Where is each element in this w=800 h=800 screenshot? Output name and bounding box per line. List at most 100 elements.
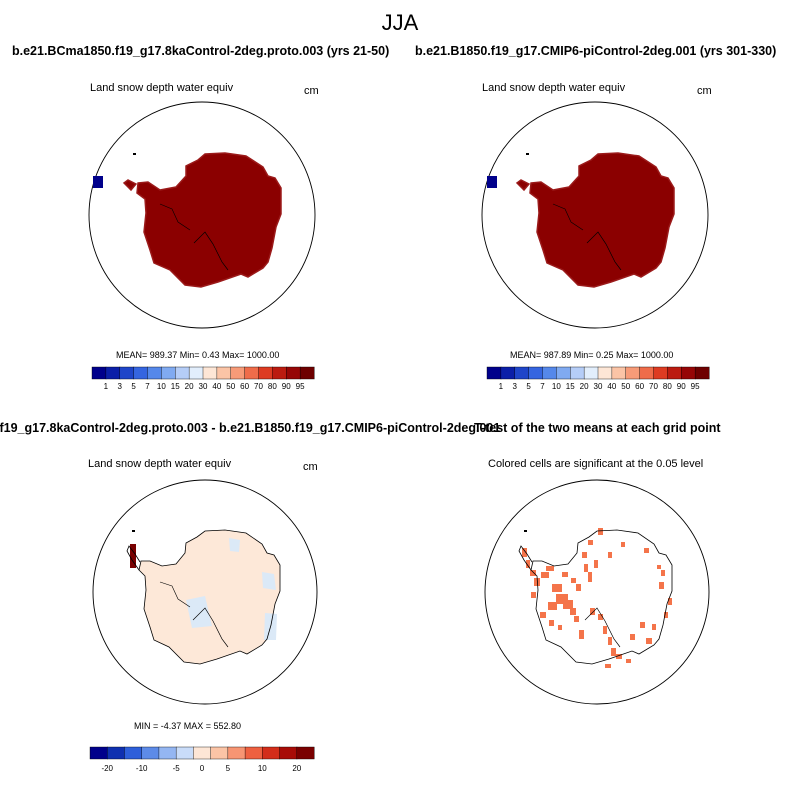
colorbar-box	[667, 366, 682, 380]
colorbar-tick-label: 40	[212, 382, 221, 391]
panel-4-title: T-test of the two means at each grid poi…	[474, 421, 721, 435]
colorbar-box	[227, 746, 246, 760]
colorbar-tick-label: 3	[513, 382, 518, 391]
panel-1-stats: MEAN= 989.37 Min= 0.43 Max= 1000.00	[116, 350, 280, 360]
panel-2-stats: MEAN= 987.89 Min= 0.25 Max= 1000.00	[510, 350, 674, 360]
panel-3-title: .f19_g17.8kaControl-2deg.proto.003 - b.e…	[0, 421, 501, 435]
colorbar-box	[625, 366, 641, 380]
colorbar-box	[244, 746, 263, 760]
colorbar-box	[556, 366, 571, 380]
significant-cell	[534, 578, 540, 586]
colorbar-box	[244, 366, 260, 380]
colorbar-box	[133, 366, 149, 380]
colorbar-box	[107, 746, 125, 760]
colorbar-box	[639, 366, 655, 380]
panel-3-peninsula-coast	[126, 545, 141, 571]
colorbar-tick-label: -10	[136, 764, 148, 773]
significant-cell	[530, 570, 536, 576]
colorbar-tick-label: 90	[282, 382, 291, 391]
panel-3-negative-patch	[262, 572, 276, 590]
panel-3-negative-patch	[186, 596, 212, 628]
significant-cell	[659, 582, 664, 589]
colorbar-tick-label: 20	[292, 764, 301, 773]
panel-3-coastline	[138, 529, 281, 665]
colorbar-tick-label: 30	[199, 382, 208, 391]
significant-cell	[605, 664, 611, 668]
colorbar-box	[299, 366, 315, 380]
colorbar-tick-label: 70	[649, 382, 658, 391]
significant-cell	[526, 560, 530, 568]
colorbar-box	[188, 366, 204, 380]
panel-3-stats: MIN = -4.37 MAX = 552.80	[134, 721, 242, 731]
panel-2-map	[481, 101, 709, 329]
significant-cell	[608, 637, 612, 645]
significant-cell	[531, 592, 536, 598]
panel-2-island-cell	[487, 176, 497, 188]
colorbar-tick-label: 0	[200, 764, 205, 773]
panel-1-ice-shelf-line	[193, 231, 229, 271]
panel-2-ice-shelf-line	[586, 231, 622, 271]
colorbar-tick-label: 15	[171, 382, 180, 391]
panel-3-island-dot	[132, 530, 135, 532]
colorbar-box	[216, 366, 232, 380]
significant-cell	[576, 584, 581, 591]
colorbar-box	[528, 366, 544, 380]
significant-cell	[626, 659, 631, 663]
colorbar-tick-label: 80	[663, 382, 672, 391]
panel-1-title: b.e21.BCma1850.f19_g17.8kaControl-2deg.p…	[12, 44, 390, 58]
significant-cell	[584, 564, 588, 572]
significant-cell	[546, 566, 554, 571]
colorbar-tick-label: 5	[226, 764, 231, 773]
significant-cell	[590, 608, 595, 615]
colorbar-box	[514, 366, 530, 380]
colorbar-tick-label: 40	[607, 382, 616, 391]
panel-2-ice-shelf-line-2	[552, 203, 584, 231]
colorbar-box	[272, 366, 287, 380]
significant-cell	[608, 552, 612, 558]
panel-1-ice-sheet	[122, 152, 282, 288]
significant-cell	[563, 600, 573, 609]
panel-4-map	[484, 479, 710, 705]
panel-4-coastline	[530, 529, 673, 665]
colorbar-box	[91, 366, 107, 380]
significant-cell	[664, 612, 668, 618]
significant-cell	[598, 614, 603, 620]
significant-cell	[616, 654, 622, 659]
significant-cell	[579, 630, 584, 639]
panel-2-island-dot	[526, 153, 529, 155]
significant-cell	[646, 638, 652, 644]
panel-4-significant-cells	[522, 528, 672, 668]
panel-4-ice-shelf-line	[584, 607, 621, 648]
significant-cell	[558, 625, 562, 630]
panel-3-ice-shelf-line	[192, 607, 229, 648]
significant-cell	[562, 572, 568, 577]
colorbar-tick-label: 70	[254, 382, 263, 391]
panel-3-difference-field	[139, 530, 280, 664]
significant-cell	[644, 548, 649, 553]
panel-2-subtitle: Land snow depth water equiv	[482, 82, 626, 94]
colorbar-tick-label: 7	[540, 382, 545, 391]
colorbar-box	[262, 746, 281, 760]
panel-1-island-dot	[133, 153, 136, 155]
panel-1-map	[88, 101, 316, 329]
significant-cell	[588, 572, 592, 582]
colorbar-tick-label: 5	[526, 382, 531, 391]
panel-1-ice-shelf-line-2	[159, 203, 191, 231]
colorbar-box	[681, 366, 696, 380]
significant-cell	[630, 634, 635, 640]
significant-cell	[661, 570, 665, 576]
panel-1-units: cm	[304, 85, 319, 97]
colorbar-box	[296, 746, 315, 760]
significant-cell	[588, 540, 593, 545]
significant-cell	[598, 528, 603, 535]
colorbar-box	[105, 366, 121, 380]
colorbar-tick-label: 1	[104, 382, 109, 391]
panel-3-subtitle: Land snow depth water equiv	[88, 458, 232, 470]
colorbar-box	[175, 746, 194, 760]
colorbar-tick-label: 80	[268, 382, 277, 391]
colorbar-tick-label: 10	[552, 382, 561, 391]
colorbar-box	[158, 746, 177, 760]
colorbar-box	[119, 366, 135, 380]
panel-3-colorbar: -20 -10 -5 0 5 10 20	[89, 746, 315, 773]
